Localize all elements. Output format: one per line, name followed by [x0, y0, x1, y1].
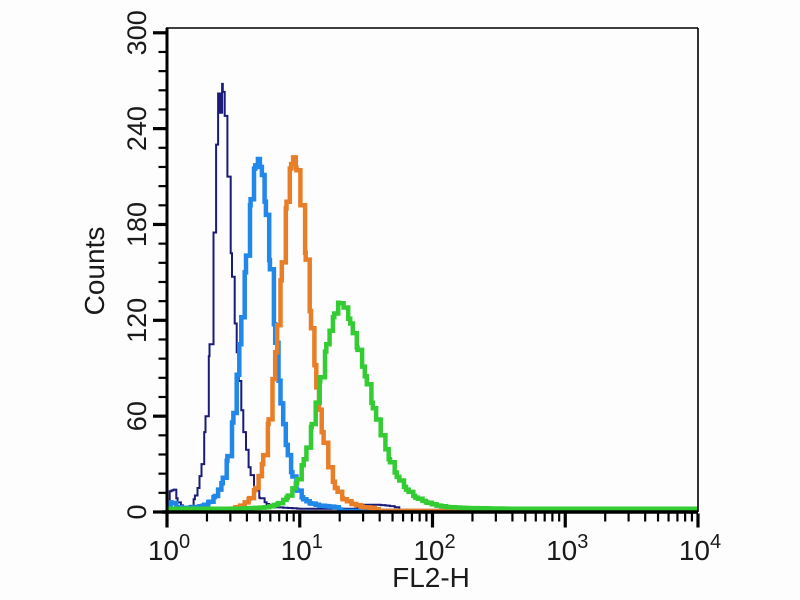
green-histogram-curve — [167, 300, 698, 512]
x-tick-label-10e3: 103 — [546, 531, 588, 566]
blue-histogram-curve — [167, 156, 698, 514]
y-tick-label-120: 120 — [122, 298, 152, 343]
y-axis-title: Counts — [79, 226, 110, 316]
x-tick-label-10e2: 102 — [413, 531, 455, 566]
y-tick-label-180: 180 — [122, 202, 152, 247]
x-axis-title: FL2-H — [392, 562, 470, 593]
y-tick-label-300: 300 — [122, 10, 152, 55]
y-tick-label-0: 0 — [122, 504, 152, 519]
y-tick-label-60: 60 — [122, 401, 152, 431]
x-tick-label-10e1: 101 — [281, 531, 323, 566]
x-tick-label-10e4: 104 — [679, 531, 721, 566]
y-tick-label-240: 240 — [122, 106, 152, 151]
x-tick-label-10e0: 100 — [148, 531, 190, 566]
